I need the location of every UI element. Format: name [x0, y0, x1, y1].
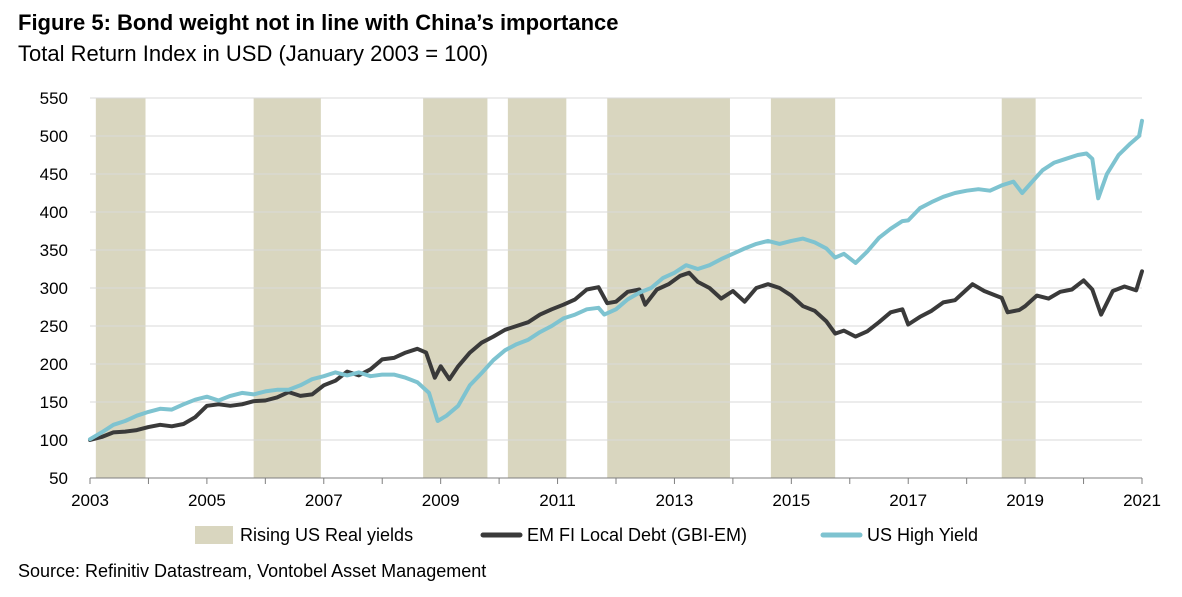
x-tick-label: 2021	[1123, 491, 1161, 510]
y-tick-label: 150	[40, 393, 68, 412]
source-note: Source: Refinitiv Datastream, Vontobel A…	[18, 561, 487, 581]
x-tick-label: 2009	[422, 491, 460, 510]
y-tick-label: 50	[49, 469, 68, 488]
y-tick-label: 500	[40, 127, 68, 146]
legend-swatch-shaded	[195, 526, 233, 544]
x-tick-label: 2005	[188, 491, 226, 510]
chart-title: Figure 5: Bond weight not in line with C…	[18, 10, 619, 35]
y-tick-label: 300	[40, 279, 68, 298]
y-tick-label: 350	[40, 241, 68, 260]
legend-label-hy: US High Yield	[867, 525, 978, 545]
series-lines	[88, 118, 1144, 442]
x-tick-label: 2013	[656, 491, 694, 510]
y-tick-label: 100	[40, 431, 68, 450]
y-tick-label: 200	[40, 355, 68, 374]
chart-subtitle: Total Return Index in USD (January 2003 …	[18, 41, 489, 66]
y-tick-label: 400	[40, 203, 68, 222]
gridlines	[90, 97, 1142, 441]
x-tick-label: 2003	[71, 491, 109, 510]
x-tick-label: 2007	[305, 491, 343, 510]
y-tick-label: 250	[40, 317, 68, 336]
series-line-us-high-yield	[88, 118, 1144, 442]
axes: 50 100 150 200 250 300 350 400 450 500 550 2003 2005…	[40, 89, 1161, 510]
y-tick-label: 550	[40, 89, 68, 108]
legend-label-shaded: Rising US Real yields	[240, 525, 413, 545]
series-line-em-fi-local-debt	[88, 269, 1144, 442]
legend-label-em: EM FI Local Debt (GBI-EM)	[527, 525, 747, 545]
legend: Rising US Real yields EM FI Local Debt (G…	[195, 525, 978, 545]
x-tick-label: 2011	[539, 491, 576, 510]
y-tick-label: 450	[40, 165, 68, 184]
x-tick-label: 2017	[889, 491, 927, 510]
x-tick-label: 2015	[772, 491, 810, 510]
x-tick-label: 2019	[1006, 491, 1044, 510]
